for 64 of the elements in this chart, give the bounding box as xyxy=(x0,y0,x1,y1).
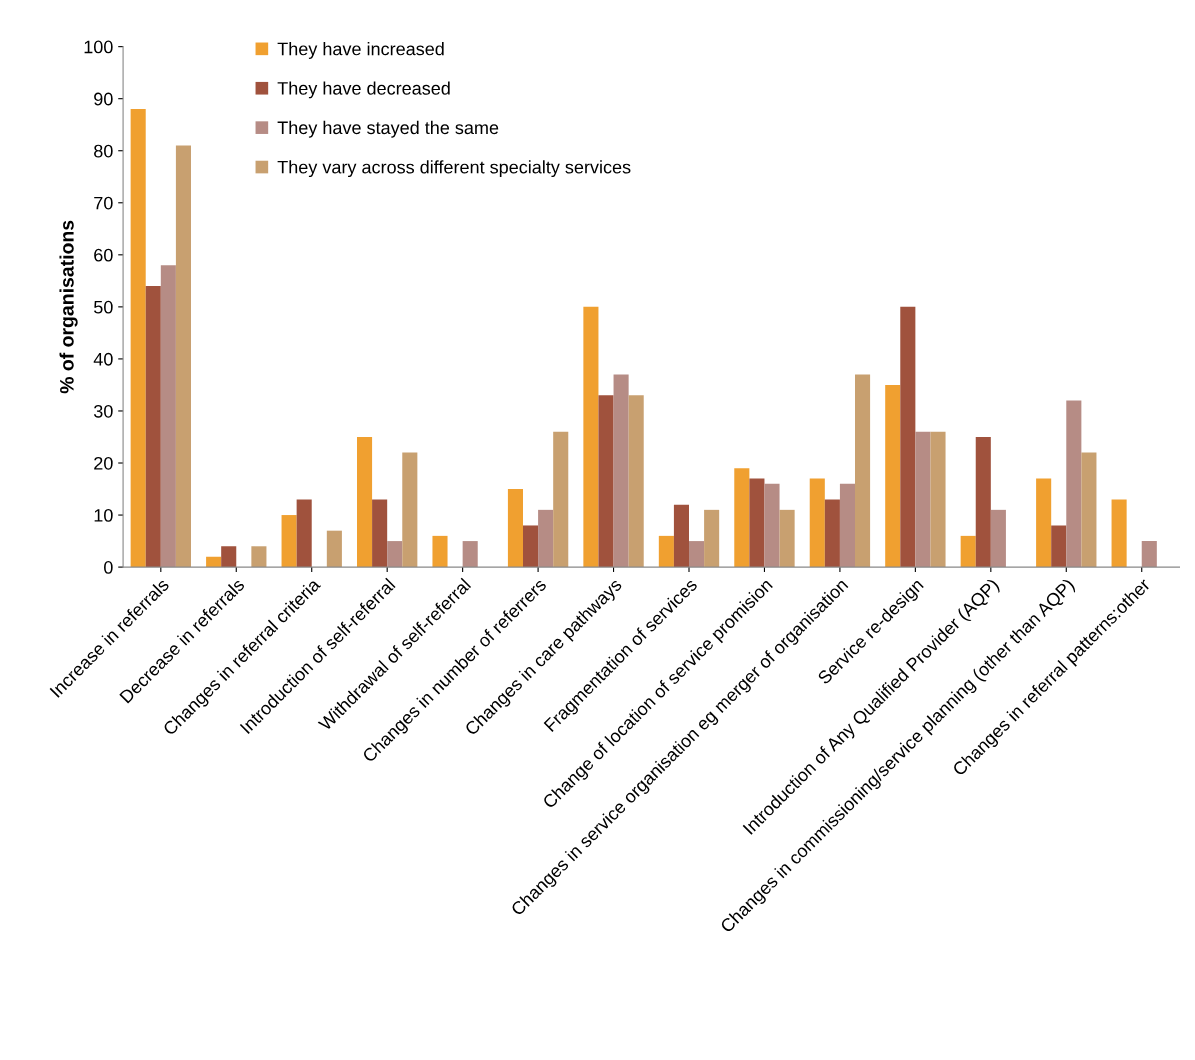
bar xyxy=(689,541,705,568)
bar xyxy=(598,395,614,568)
y-tick-label: 50 xyxy=(94,300,113,314)
bar xyxy=(1141,541,1157,568)
bar xyxy=(673,504,689,568)
y-tick-label: 80 xyxy=(94,144,113,158)
bar xyxy=(387,541,403,568)
bar xyxy=(839,483,856,568)
bar xyxy=(1111,499,1127,568)
bar xyxy=(1036,478,1052,568)
bar xyxy=(432,535,448,568)
y-tick-label: 100 xyxy=(84,40,113,54)
bar xyxy=(975,436,991,568)
legend-label: They have increased xyxy=(277,42,444,59)
bar xyxy=(658,535,674,568)
bar xyxy=(175,145,191,568)
bar xyxy=(704,509,720,568)
bar xyxy=(372,499,388,568)
bar xyxy=(628,395,644,568)
y-tick-label: 0 xyxy=(104,561,113,574)
y-axis-title: % of organisations xyxy=(59,220,78,394)
bar xyxy=(251,546,267,568)
bar xyxy=(1081,452,1097,568)
bar xyxy=(764,483,780,568)
bar xyxy=(779,509,795,568)
bar xyxy=(296,499,312,568)
bar xyxy=(930,431,946,568)
bar xyxy=(900,306,916,568)
bar xyxy=(1066,400,1082,568)
bar xyxy=(326,530,342,568)
bar xyxy=(1051,525,1067,568)
bar xyxy=(507,489,523,568)
bar xyxy=(915,431,931,568)
y-tick-label: 60 xyxy=(94,248,113,262)
legend-label: They have decreased xyxy=(277,81,450,99)
bar xyxy=(885,384,901,568)
bar xyxy=(281,515,297,568)
bar xyxy=(538,509,554,568)
bar xyxy=(809,478,825,568)
bar xyxy=(462,541,478,568)
bar xyxy=(990,509,1006,568)
bar xyxy=(824,499,840,568)
bar xyxy=(357,436,373,568)
bar xyxy=(523,525,539,568)
bar xyxy=(613,374,629,568)
y-tick-label: 90 xyxy=(94,92,113,106)
bar xyxy=(749,478,765,568)
bar xyxy=(130,109,146,568)
bar xyxy=(583,306,599,568)
y-tick-label: 40 xyxy=(93,352,113,366)
bar xyxy=(145,286,161,568)
legend-label: They vary across different specialty services xyxy=(277,160,631,178)
bar xyxy=(960,535,976,568)
y-tick-label: 20 xyxy=(94,456,113,470)
y-tick-label: 30 xyxy=(93,404,113,418)
bar xyxy=(734,468,750,568)
bar xyxy=(160,265,176,568)
legend-label: They have stayed the same xyxy=(277,120,499,138)
y-tick-label: 10 xyxy=(94,508,113,522)
y-tick-label: 70 xyxy=(94,196,113,210)
bar xyxy=(553,431,569,568)
bar xyxy=(402,452,418,568)
bar xyxy=(221,546,237,568)
bar xyxy=(855,374,871,568)
